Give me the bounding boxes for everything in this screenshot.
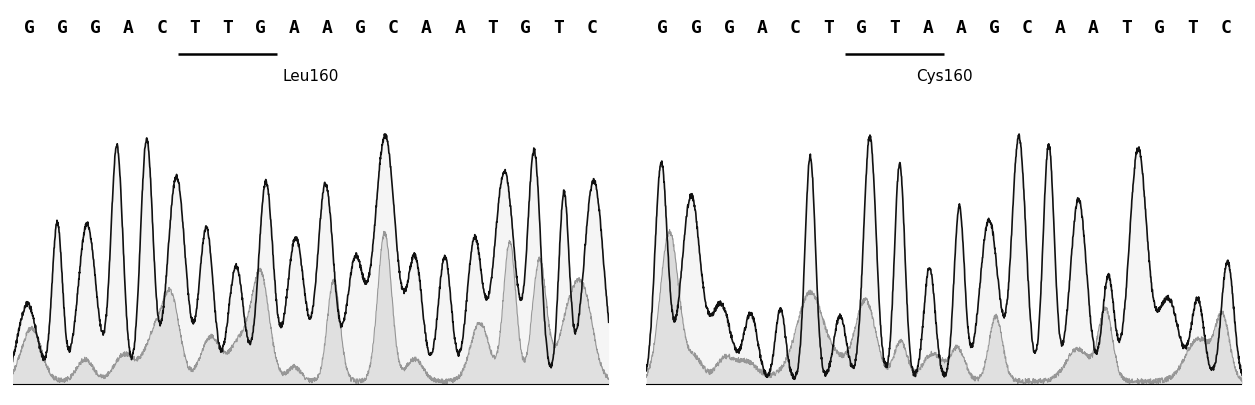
Text: A: A [757,19,768,36]
Text: G: G [658,19,669,36]
Text: T: T [1187,19,1199,36]
Text: G: G [690,19,702,36]
Text: T: T [190,19,200,36]
Text: A: A [454,19,466,36]
Text: Leu160: Leu160 [282,69,339,84]
Text: C: C [1022,19,1033,36]
Text: G: G [724,19,734,36]
Text: T: T [890,19,900,36]
Text: C: C [156,19,167,36]
Text: T: T [222,19,233,36]
Text: G: G [989,19,999,36]
Text: A: A [1088,19,1099,36]
Text: A: A [1055,19,1065,36]
Text: A: A [321,19,333,36]
Text: C: C [1220,19,1231,36]
Text: C: C [388,19,399,36]
Text: G: G [856,19,867,36]
Text: T: T [1121,19,1132,36]
Text: C: C [789,19,801,36]
Text: A: A [955,19,966,36]
Text: G: G [521,19,531,36]
Text: Cys160: Cys160 [916,69,973,84]
Text: A: A [289,19,300,36]
Text: A: A [922,19,934,36]
Text: A: A [422,19,432,36]
Text: T: T [487,19,498,36]
Text: C: C [586,19,597,36]
Text: A: A [123,19,134,36]
Text: G: G [1155,19,1165,36]
Text: G: G [56,19,68,36]
Text: T: T [823,19,833,36]
Text: T: T [553,19,565,36]
Text: G: G [355,19,365,36]
Text: G: G [256,19,266,36]
Text: G: G [24,19,35,36]
Text: G: G [90,19,100,36]
